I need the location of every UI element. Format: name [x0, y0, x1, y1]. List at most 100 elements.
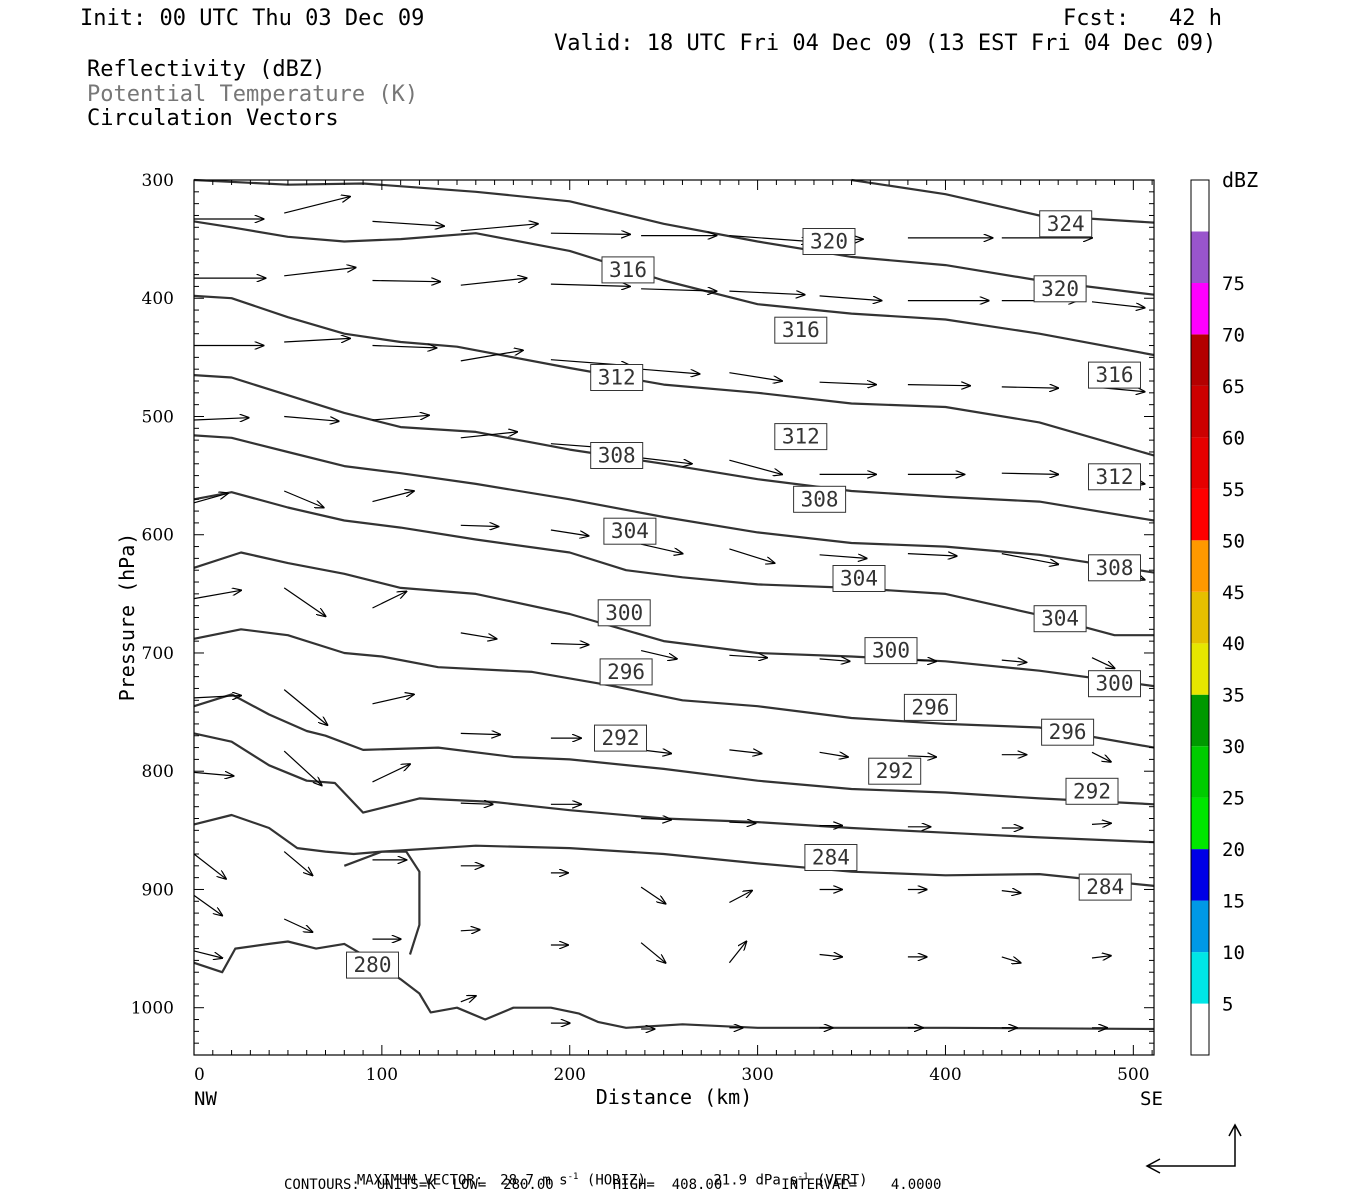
- circulation-vector: [284, 268, 355, 277]
- circulation-vector: [1001, 957, 1021, 963]
- contour-label-316: 316: [601, 256, 655, 284]
- contour-label-308: 308: [590, 442, 644, 469]
- circulation-vector: [1001, 387, 1058, 388]
- circulation-vector: [729, 372, 782, 381]
- contour-label-text: 308: [801, 487, 839, 511]
- contour-280-0: [193, 940, 1155, 1031]
- contour-328-13: [851, 178, 1155, 224]
- forecast-hour: Fcst: 42 h: [1063, 6, 1222, 31]
- circulation-vector: [460, 224, 538, 232]
- contour-label-320: 320: [802, 228, 856, 255]
- circulation-vector: [729, 750, 761, 754]
- circulation-vector: [372, 415, 429, 421]
- contour-label-304: 304: [832, 565, 886, 592]
- contour-label-text: 304: [840, 567, 878, 591]
- contour-label-text: 280: [354, 953, 392, 977]
- y-tick-label: 400: [142, 289, 174, 309]
- circulation-vector: [640, 886, 665, 904]
- circulation-vector: [819, 295, 882, 301]
- contour-label-324: 324: [1039, 210, 1093, 238]
- contour-label-316: 316: [1088, 361, 1141, 389]
- max-vector-vert-units: dPa s: [755, 1172, 798, 1189]
- contour-label-308: 308: [1088, 554, 1141, 582]
- contour-label-284: 284: [804, 844, 858, 871]
- colorbar-label: 25: [1222, 788, 1245, 810]
- contour-label-312: 312: [590, 364, 644, 391]
- circulation-vector: [1091, 301, 1145, 308]
- contour-label-box: [864, 637, 918, 665]
- contour-label-text: 312: [1096, 465, 1134, 489]
- max-vector-label: MAXIMUM VECTOR:: [356, 1172, 484, 1189]
- field-potential-temperature: Potential Temperature (K): [87, 82, 419, 107]
- circulation-vector: [193, 894, 222, 915]
- circulation-vector: [1091, 657, 1115, 669]
- contour-label-text: 320: [1041, 277, 1079, 301]
- plot-frame: [193, 179, 1155, 1056]
- circulation-vector: [640, 650, 677, 659]
- colorbar-segment: [1191, 952, 1209, 1004]
- max-vector-horiz-value: 28.7: [500, 1172, 534, 1189]
- circulation-vector: [283, 490, 323, 508]
- circulation-vector: [283, 689, 327, 726]
- circulation-vector: [193, 772, 234, 776]
- max-vector-vert-exp: -1: [797, 1172, 809, 1182]
- contour-label-box: [774, 423, 828, 451]
- contour-label-308: 308: [793, 485, 847, 513]
- circulation-vector: [283, 851, 312, 876]
- circulation-vector: [641, 289, 716, 291]
- circulation-vector: [819, 752, 848, 757]
- max-vector-horiz-units: m s: [542, 1172, 568, 1189]
- circulation-vector: [819, 382, 876, 384]
- x-end-label-right: SE: [1140, 1088, 1163, 1110]
- circulation-vector: [460, 525, 499, 526]
- circulation-vector: [460, 350, 523, 362]
- y-tick-label: 1000: [131, 999, 174, 1019]
- contour-label-box: [804, 844, 858, 871]
- contour-label-280: 280: [346, 951, 399, 979]
- colorbar-segment: [1191, 1003, 1209, 1055]
- contour-320-11: [193, 220, 1155, 357]
- contour-label-text: 300: [872, 639, 910, 663]
- circulation-vector: [460, 803, 493, 804]
- contour-308-8: [193, 434, 1155, 574]
- circulation-vector: [193, 590, 241, 600]
- circulation-vector: [819, 659, 850, 661]
- contour-324-12: [193, 178, 1155, 296]
- contour-label-300: 300: [864, 637, 918, 665]
- circulation-vector: [284, 338, 350, 342]
- contour-label-292: 292: [868, 757, 922, 785]
- contour-label-text: 292: [876, 759, 914, 783]
- contour-label-box: [1088, 554, 1141, 582]
- contour-label-text: 308: [1096, 556, 1134, 580]
- colorbar-label: 75: [1222, 273, 1245, 295]
- circulation-vector: [729, 548, 774, 563]
- contour-label-text: 316: [782, 318, 820, 342]
- circulation-vector: [1091, 956, 1111, 958]
- circulation-vector: [729, 291, 804, 295]
- contour-label-text: 296: [1049, 720, 1087, 744]
- contour-label-text: 284: [1086, 875, 1124, 899]
- circulation-vector: [550, 284, 630, 286]
- colorbar-segment: [1191, 334, 1209, 386]
- circulation-vector: [819, 955, 843, 957]
- x-tick-label: 500: [1117, 1065, 1149, 1085]
- contour-label-text: 316: [609, 258, 647, 282]
- x-end-label-left: NW: [194, 1088, 217, 1110]
- colorbar-segment: [1191, 180, 1209, 232]
- colorbar-segment: [1191, 643, 1209, 695]
- contour-304-7: [193, 491, 1154, 637]
- x-tick-label: 400: [929, 1065, 961, 1085]
- circulation-vector: [283, 587, 325, 616]
- contour-label-box: [603, 517, 657, 545]
- contour-label-text: 292: [602, 726, 640, 750]
- circulation-vector: [460, 733, 500, 734]
- contour-label-box: [1033, 605, 1087, 633]
- contour-label-text: 300: [1096, 672, 1134, 696]
- max-vector-vert-tag: (VERT): [816, 1172, 868, 1189]
- contour-label-312: 312: [1088, 463, 1141, 491]
- contour-label-text: 312: [782, 425, 820, 449]
- colorbar-segment: [1191, 488, 1209, 541]
- reference-vector-icon: [1145, 1123, 1242, 1174]
- contour-label-box: [1041, 718, 1095, 746]
